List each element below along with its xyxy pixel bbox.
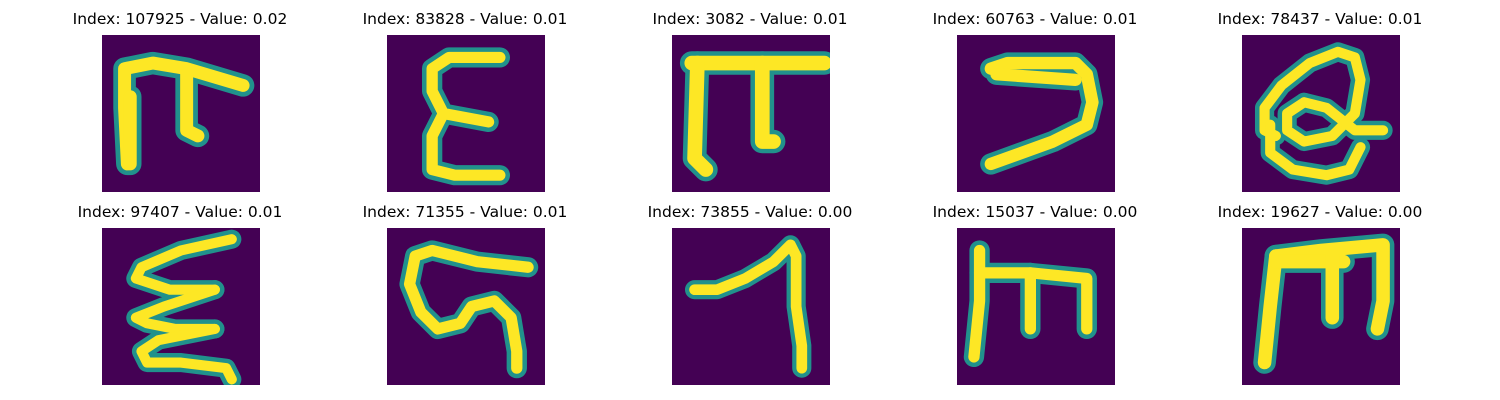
glyph-seven-slant — [957, 35, 1115, 192]
panel: Index: 78437 - Value: 0.01 — [1218, 10, 1422, 195]
panel-image — [102, 228, 260, 385]
glyph-m-shape-2 — [1242, 228, 1400, 385]
panel-image — [957, 228, 1115, 385]
panel: Index: 60763 - Value: 0.01 — [933, 10, 1137, 195]
panel-title: Index: 19627 - Value: 0.00 — [1217, 203, 1423, 221]
panel-title: Index: 107925 - Value: 0.02 — [72, 10, 288, 28]
panel-image — [1242, 228, 1400, 385]
panel-title: Index: 97407 - Value: 0.01 — [77, 203, 283, 221]
panel-title: Index: 78437 - Value: 0.01 — [1217, 10, 1423, 28]
glyph-pi-hook — [102, 35, 260, 192]
panel: Index: 3082 - Value: 0.01 — [653, 10, 847, 195]
glyph-pi — [672, 35, 830, 192]
panel: Index: 73855 - Value: 0.00 — [648, 203, 852, 388]
panel: Index: 107925 - Value: 0.02 — [73, 10, 287, 195]
panel: Index: 97407 - Value: 0.01 — [78, 203, 282, 388]
panel: Index: 71355 - Value: 0.01 — [363, 203, 567, 388]
glyph-seven-hook — [672, 228, 830, 385]
panel-image — [672, 35, 830, 192]
panel-title: Index: 73855 - Value: 0.00 — [647, 203, 853, 221]
panel: Index: 83828 - Value: 0.01 — [363, 10, 567, 195]
glyph-m-shape — [957, 228, 1115, 385]
panel-title: Index: 71355 - Value: 0.01 — [362, 203, 568, 221]
panel-title: Index: 15037 - Value: 0.00 — [932, 203, 1138, 221]
panel-image — [387, 228, 545, 385]
panel-image — [387, 35, 545, 192]
panel: Index: 19627 - Value: 0.00 — [1218, 203, 1422, 388]
panel-image — [102, 35, 260, 192]
glyph-epsilon — [387, 35, 545, 192]
panel-title: Index: 60763 - Value: 0.01 — [932, 10, 1138, 28]
glyph-loop-q — [1242, 35, 1400, 192]
panel: Index: 15037 - Value: 0.00 — [933, 203, 1137, 388]
panel-image — [672, 228, 830, 385]
panel-title: Index: 83828 - Value: 0.01 — [362, 10, 568, 28]
panel-title: Index: 3082 - Value: 0.01 — [652, 10, 848, 28]
panel-image — [1242, 35, 1400, 192]
glyph-curl-s — [387, 228, 545, 385]
glyph-zigzag — [102, 228, 260, 385]
panel-image — [957, 35, 1115, 192]
